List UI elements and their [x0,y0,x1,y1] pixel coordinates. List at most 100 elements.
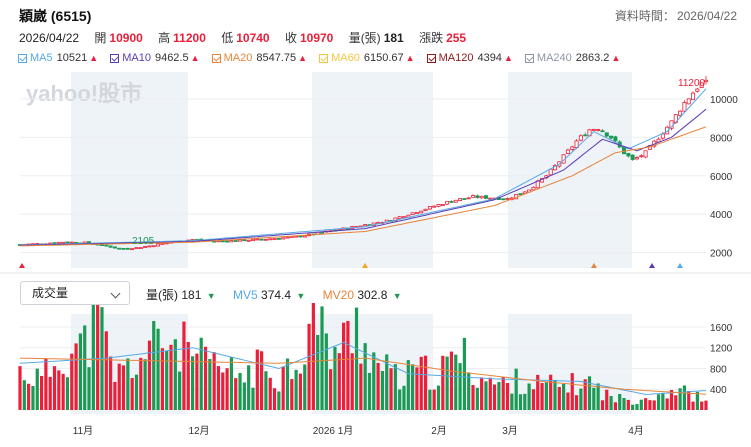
volume-bar [208,358,212,410]
volume-bar [618,393,622,410]
volume-bar [449,351,454,410]
indicator-select[interactable]: 成交量 [20,281,130,305]
volume-bar [337,353,341,410]
candle-body [630,154,635,160]
volume-bar [501,376,505,410]
volume-ma-lines [19,341,707,395]
volume-bar [203,346,208,410]
candle-body [578,135,583,141]
up-arrow-icon: ▲ [190,53,200,63]
volume-bar [147,340,152,410]
high-label: 高 [158,31,171,45]
volume-bar [562,383,566,410]
volume-bar [57,370,61,410]
ma10-toggle[interactable]: MA10 9462.5 ▲ [110,52,200,64]
volume-bar [18,366,22,410]
candle-body [276,237,281,240]
candle-body [505,198,510,200]
candle-body [462,198,467,200]
open-value: 10900 [109,31,143,45]
candle-body [423,208,428,211]
marker-triangle-icon [19,263,25,268]
volume-bar [527,383,531,410]
volume-bar [238,373,242,410]
candle-body [600,130,605,133]
volume-tick-label: 400 [710,385,727,396]
candle-body [259,238,264,241]
ma120-value: 4394 [477,52,502,64]
volume-info: 量(張) 181 ▼ MV5 374.4 ▼ MV20 302.8 ▼ [146,286,416,303]
checkbox-icon[interactable] [18,53,27,63]
candle-body [531,186,536,191]
yahoo-watermark: yahoo!股市 [26,81,142,106]
candle-body [302,235,307,238]
candle-body [639,155,644,158]
candle-body [613,136,618,142]
volume-bar [398,389,402,410]
volume-bar [52,366,57,410]
marker-triangle-icon [677,263,683,268]
checkbox-icon[interactable] [110,53,120,63]
candle-body [99,244,104,246]
volume-bar [320,306,324,410]
candle-body [397,216,402,219]
quote-row: 2026/04/22 開 10900 高 11200 低 10740 收 10970 量… [19,29,478,46]
marker-triangle-icon [362,263,368,268]
volume-bar [467,372,471,410]
volume-bar [518,394,523,410]
volume-bar [242,382,246,410]
volume-bar [74,343,78,410]
ma120-toggle[interactable]: MA120 4394 ▲ [426,52,513,64]
volume-bar [402,385,406,410]
ma240-toggle[interactable]: MA240 2863.2 ▲ [524,52,620,64]
candle-body [130,248,135,251]
volume-bar [307,323,311,410]
volume-bar [583,379,587,410]
candle-body [125,247,130,250]
checkbox-icon[interactable] [319,53,329,63]
volume-bar [415,367,419,410]
volume-bar [350,353,354,410]
ma5-toggle[interactable]: MA5 10521 ▲ [18,52,98,64]
candle-body [695,88,700,92]
volume-bar [303,364,307,410]
ma20-toggle[interactable]: MA20 8547.75 ▲ [211,52,307,64]
volume-bar [65,377,70,410]
candle-body [609,135,614,139]
mv5-label: MV5 [232,288,258,302]
volume-bar [661,393,665,410]
checkbox-icon[interactable] [211,53,221,63]
candle-body [518,193,523,195]
ma5-line [19,88,707,246]
volume-bar [359,363,363,410]
month-tick-label: 4月 [628,425,644,437]
candle-body [475,195,480,199]
checkbox-icon[interactable] [426,53,436,63]
volume-bar [574,395,579,410]
ma60-toggle[interactable]: MA60 6150.67 ▲ [319,52,415,64]
data-time: 資料時間： 2026/04/22 [613,7,737,24]
candle-body [583,134,588,137]
volume-bar [186,341,190,410]
checkbox-icon[interactable] [524,53,534,63]
high-annotation: 11200 [678,78,706,89]
low-label: 低 [221,31,234,45]
candle-body [501,198,506,201]
volume-bar [639,399,643,410]
candle-body [427,206,432,210]
volume-bar [333,346,337,410]
volume-bar [143,359,147,410]
candle-body [410,212,415,215]
month-tick-label: 2月 [431,425,447,437]
volume-bar [70,353,74,410]
volume-bar [626,399,630,410]
candle-body [570,146,575,150]
mv20-line [19,357,707,395]
ma-legend: MA5 10521 ▲ MA10 9462.5 ▲ MA20 8547.75 ▲ MA60 6… [18,52,629,66]
mv5-value: 374.4 [261,288,292,302]
candle-body [436,204,441,207]
volume-bar [380,370,385,410]
candle-body [112,246,117,249]
volume-bar [182,321,186,410]
